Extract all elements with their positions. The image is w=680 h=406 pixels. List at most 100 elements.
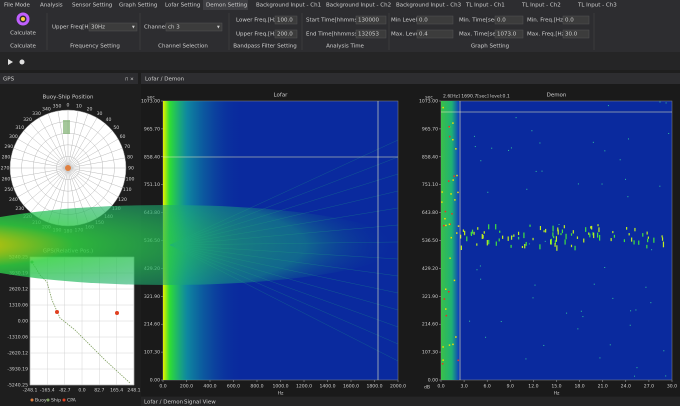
demon-tonal bbox=[613, 234, 616, 238]
calculate-icon-center bbox=[21, 17, 25, 21]
menu-tab[interactable]: TL Input - Ch2 bbox=[521, 3, 561, 9]
menu-tab[interactable]: Analysis bbox=[40, 3, 63, 9]
demon-tonal bbox=[574, 245, 576, 251]
field-input-box[interactable] bbox=[274, 15, 298, 25]
field-input[interactable]: 30.0 bbox=[565, 32, 578, 38]
field-input-box[interactable] bbox=[494, 15, 524, 25]
field-input-box[interactable] bbox=[355, 29, 387, 39]
menu-tab[interactable]: Background Input - Ch1 bbox=[256, 3, 321, 9]
lofar-harmonic bbox=[169, 173, 399, 246]
demon-speckle bbox=[452, 138, 454, 141]
menu-tab[interactable]: TL Input - Ch1 bbox=[465, 3, 505, 9]
field-input[interactable]: 0.0 bbox=[497, 18, 506, 24]
field-input[interactable]: 200.0 bbox=[277, 32, 293, 38]
demon-tonal bbox=[561, 229, 564, 234]
calculate-icon[interactable] bbox=[16, 12, 30, 26]
demon-noise bbox=[479, 265, 481, 267]
polar-angle-label: 40 bbox=[106, 117, 112, 123]
menu-tab[interactable]: File Mode bbox=[4, 3, 31, 9]
field-input-box[interactable] bbox=[274, 29, 298, 39]
demon-noise bbox=[566, 312, 568, 314]
demon-tonal bbox=[495, 224, 497, 230]
x-tick-label: -248.1 bbox=[23, 388, 38, 394]
demon-noise bbox=[480, 278, 482, 280]
demon-tonal bbox=[647, 236, 649, 239]
demon-noise bbox=[487, 191, 489, 193]
play-button[interactable] bbox=[8, 59, 13, 65]
demon-speckle bbox=[453, 279, 456, 282]
field-input[interactable]: 0.0 bbox=[565, 18, 574, 24]
demon-noise bbox=[532, 297, 534, 299]
channel-select[interactable]: ch 3 bbox=[168, 25, 180, 31]
field-input[interactable]: 100.0 bbox=[277, 18, 293, 24]
bottom-tab[interactable]: Signal View bbox=[184, 400, 216, 406]
field-input[interactable]: 1073.0 bbox=[497, 32, 517, 38]
field-input-box[interactable] bbox=[494, 29, 524, 39]
menu-tab[interactable]: Lofar Setting bbox=[165, 3, 200, 9]
dropdown-arrow[interactable]: ▾ bbox=[217, 25, 220, 31]
dropdown-arrow[interactable]: ▾ bbox=[132, 25, 135, 31]
pin-icons[interactable]: ⊓ ✕ bbox=[125, 77, 134, 83]
field-input[interactable]: 0.0 bbox=[419, 18, 428, 24]
y-tick-label: 643.80 bbox=[422, 210, 438, 216]
field-label: Upper Freq[Hz] bbox=[52, 25, 94, 31]
demon-noise bbox=[659, 185, 661, 187]
frequency-select[interactable]: 30Hz bbox=[91, 25, 105, 31]
demon-tonal bbox=[585, 227, 587, 232]
demon-tonal bbox=[583, 238, 585, 243]
demon-tonal bbox=[598, 227, 600, 233]
demon-tonal bbox=[525, 241, 527, 246]
frequency-select-box[interactable] bbox=[88, 22, 138, 32]
demon-noise bbox=[508, 149, 510, 151]
field-input[interactable]: 0.4 bbox=[419, 32, 428, 38]
demon-speckle bbox=[448, 223, 451, 226]
demon-noise bbox=[665, 375, 667, 377]
field-input-box[interactable] bbox=[562, 29, 590, 39]
demon-tonal bbox=[539, 244, 541, 250]
menu-tab[interactable]: Background Input - Ch3 bbox=[396, 3, 462, 9]
demon-tonal bbox=[524, 243, 526, 249]
stop-button[interactable] bbox=[19, 59, 25, 65]
demon-tonal bbox=[628, 233, 630, 236]
field-input[interactable]: 130000 bbox=[358, 18, 379, 24]
polar-angle-label: 70 bbox=[124, 144, 130, 150]
field-input-box[interactable] bbox=[416, 29, 454, 39]
demon-tonal bbox=[557, 227, 559, 232]
channel-select-box[interactable] bbox=[165, 22, 223, 32]
demon-tonal bbox=[462, 229, 465, 232]
menu-tab[interactable]: Sensor Setting bbox=[72, 3, 112, 9]
demon-tonal bbox=[634, 227, 636, 232]
lofar-harmonic bbox=[169, 244, 399, 277]
demon-speckle bbox=[441, 201, 443, 203]
field-input[interactable]: 132053 bbox=[358, 32, 379, 38]
demon-noise bbox=[659, 101, 661, 103]
demon-tonal bbox=[488, 224, 490, 230]
axis-unit: sec bbox=[147, 96, 155, 101]
demon-noise bbox=[485, 336, 487, 338]
demon-speckle bbox=[441, 191, 443, 193]
field-input-box[interactable] bbox=[416, 15, 454, 25]
demon-tonal bbox=[593, 232, 595, 239]
demon-noise bbox=[665, 102, 667, 104]
demon-noise bbox=[525, 358, 527, 360]
menu-tab[interactable]: TL Input - Ch3 bbox=[577, 3, 617, 9]
menu-tab[interactable]: Background Input - Ch2 bbox=[326, 3, 391, 9]
field-input-box[interactable] bbox=[562, 15, 590, 25]
menu-tab[interactable]: Demon Setting bbox=[206, 3, 247, 9]
field-input-box[interactable] bbox=[355, 15, 387, 25]
calculate-button[interactable]: Calculate bbox=[10, 31, 36, 37]
bottom-tab[interactable]: Lofar / Demon bbox=[144, 400, 184, 406]
y-tick-label: 965.70 bbox=[422, 126, 438, 132]
demon-speckle bbox=[453, 175, 456, 177]
demon-noise bbox=[543, 344, 545, 346]
x-tick-label: 1200.0 bbox=[296, 384, 312, 390]
polar-angle-label: 50 bbox=[113, 125, 119, 131]
polar-angle-label: 300 bbox=[9, 134, 18, 140]
demon-speckle bbox=[447, 180, 450, 182]
demon-tonal bbox=[626, 227, 628, 230]
field-label: Min Level bbox=[391, 18, 417, 24]
demon-noise bbox=[627, 196, 629, 198]
demon-tonal bbox=[646, 231, 648, 235]
menu-tab[interactable]: Graph Setting bbox=[119, 3, 157, 9]
demon-noise bbox=[515, 117, 517, 119]
